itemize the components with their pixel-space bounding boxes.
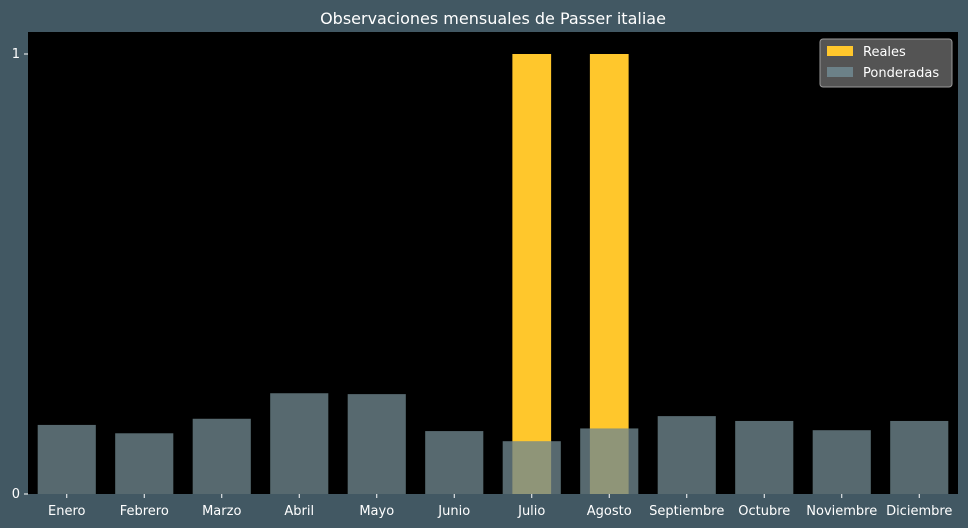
bar-ponderadas-julio (502, 441, 561, 494)
bar-ponderadas-noviembre (812, 430, 871, 494)
bars-layer (37, 54, 949, 494)
bar-ponderadas-abril (270, 393, 329, 494)
legend-label-reales: Reales (863, 45, 906, 60)
bar-ponderadas-diciembre (890, 420, 949, 494)
legend: Reales Ponderadas (819, 38, 953, 88)
bar-ponderadas-junio (425, 431, 484, 494)
x-tick-label: Abril (284, 504, 314, 519)
y-axis: 01 (12, 47, 28, 502)
y-tick-label: 0 (12, 487, 20, 502)
legend-swatch-ponderadas (827, 67, 853, 77)
x-tick-label: Agosto (587, 504, 632, 519)
legend-swatch-reales (827, 46, 853, 56)
bar-ponderadas-marzo (192, 418, 251, 494)
x-tick-label: Diciembre (886, 504, 952, 519)
plot-area (28, 32, 958, 494)
x-tick-label: Noviembre (806, 504, 877, 519)
bar-ponderadas-mayo (347, 394, 406, 494)
x-tick-label: Julio (517, 504, 545, 519)
x-tick-label: Junio (437, 504, 470, 519)
x-tick-label: Marzo (202, 504, 241, 519)
bar-ponderadas-febrero (115, 433, 174, 494)
bar-ponderadas-septiembre (657, 416, 716, 494)
bar-reales-agosto (589, 54, 629, 494)
chart-title: Observaciones mensuales de Passer italia… (320, 9, 666, 28)
bar-reales-julio (512, 54, 552, 494)
x-tick-label: Octubre (738, 504, 790, 519)
legend-label-ponderadas: Ponderadas (863, 66, 939, 81)
x-tick-label: Febrero (120, 504, 169, 519)
x-axis: Enero Febrero Marzo Abril Mayo Junio Julio Agos… (48, 494, 952, 519)
y-tick-label: 1 (12, 47, 20, 62)
x-tick-label: Enero (48, 504, 86, 519)
bar-ponderadas-octubre (735, 420, 794, 494)
bar-ponderadas-agosto (580, 428, 639, 494)
x-tick-label: Mayo (359, 504, 394, 519)
bar-ponderadas-enero (37, 424, 96, 494)
x-tick-label: Septiembre (649, 504, 724, 519)
